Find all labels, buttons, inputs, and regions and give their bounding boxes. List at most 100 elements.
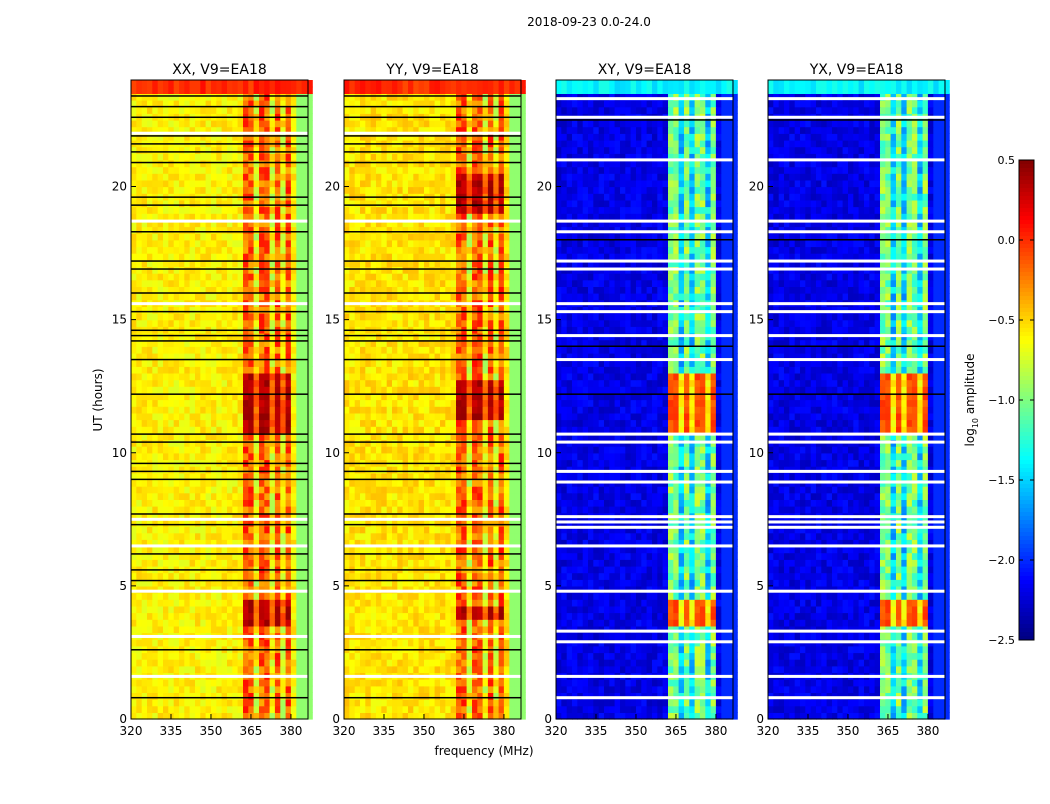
heatmap-cell	[275, 266, 281, 273]
heatmap-cell	[174, 313, 180, 320]
heatmap-cell	[179, 233, 185, 240]
heatmap-cell	[190, 93, 196, 100]
heatmap-cell	[280, 573, 286, 580]
heatmap-cell	[264, 173, 270, 180]
heatmap-cell	[222, 420, 228, 427]
heatmap-cell	[131, 479, 137, 486]
heatmap-cell	[222, 153, 228, 160]
heatmap-cell	[270, 706, 276, 713]
heatmap-cell	[168, 479, 174, 486]
heatmap-cell	[227, 406, 233, 413]
heatmap-cell	[211, 453, 217, 460]
heatmap-cell	[467, 453, 473, 460]
heatmap-cell	[472, 446, 478, 453]
heatmap-cell	[254, 406, 260, 413]
heatmap-cell	[142, 346, 148, 353]
heatmap-cell	[190, 386, 196, 393]
heatmap-cell	[429, 446, 435, 453]
heatmap-cell	[392, 599, 398, 606]
heatmap-cell	[440, 413, 446, 420]
heatmap-cell	[435, 573, 441, 580]
heatmap-cell	[387, 499, 393, 506]
heatmap-cell	[387, 619, 393, 626]
heatmap-cell	[264, 147, 270, 154]
heatmap-cell	[461, 400, 467, 407]
heatmap-cell	[174, 226, 180, 233]
heatmap-cell	[232, 626, 238, 633]
heatmap-cell	[227, 293, 233, 300]
heatmap-cell	[152, 253, 158, 260]
heatmap-cell	[280, 366, 286, 373]
heatmap-cell	[227, 87, 233, 94]
heatmap-cell	[397, 413, 403, 420]
heatmap-cell	[440, 420, 446, 427]
heatmap-cell	[254, 87, 260, 94]
heatmap-cell	[152, 446, 158, 453]
heatmap-cell	[429, 420, 435, 427]
heatmap-cell	[419, 400, 425, 407]
heatmap-cell	[435, 706, 441, 713]
heatmap-cell	[152, 107, 158, 114]
heatmap-cell	[264, 479, 270, 486]
heatmap-cell	[344, 639, 350, 646]
heatmap-cell	[131, 160, 137, 167]
heatmap-cell	[456, 706, 462, 713]
heatmap-cell	[467, 493, 473, 500]
heatmap-cell	[424, 400, 430, 407]
heatmap-cell	[158, 439, 164, 446]
heatmap-cell	[227, 400, 233, 407]
heatmap-cell	[403, 420, 409, 427]
heatmap-cell	[296, 420, 302, 427]
heatmap-cell	[493, 699, 499, 706]
heatmap-cell	[174, 200, 180, 207]
heatmap-cell	[227, 659, 233, 666]
heatmap-cell	[259, 187, 265, 194]
heatmap-cell	[270, 226, 276, 233]
heatmap-cell	[243, 400, 249, 407]
heatmap-cell	[296, 273, 302, 280]
heatmap-cell	[302, 346, 308, 353]
heatmap-cell	[200, 240, 206, 247]
heatmap-cell	[232, 692, 238, 699]
heatmap-cell	[264, 333, 270, 340]
heatmap-cell	[371, 699, 377, 706]
heatmap-cell	[158, 373, 164, 380]
heatmap-cell	[451, 599, 457, 606]
heatmap-cell	[142, 147, 148, 154]
heatmap-cell	[504, 613, 510, 620]
heatmap-cell	[413, 479, 419, 486]
heatmap-cell	[270, 666, 276, 673]
heatmap-cell	[248, 639, 254, 646]
heatmap-cell	[270, 506, 276, 513]
heatmap-cell	[286, 366, 292, 373]
heatmap-cell	[259, 599, 265, 606]
heatmap-cell	[381, 486, 387, 493]
heatmap-cell	[515, 679, 521, 686]
heatmap-cells	[344, 80, 526, 720]
heatmap-cell	[429, 686, 435, 693]
heatmap-cell	[264, 87, 270, 94]
heatmap-cell	[131, 213, 137, 220]
heatmap-cell	[200, 200, 206, 207]
heatmap-cell	[142, 593, 148, 600]
heatmap-cell	[222, 266, 228, 273]
heatmap-cell	[381, 692, 387, 699]
heatmap-cell	[184, 652, 190, 659]
heatmap-cell	[270, 659, 276, 666]
heatmap-cell	[174, 400, 180, 407]
flagged-row-black	[131, 204, 308, 206]
heatmap-cell	[504, 666, 510, 673]
heatmap-cell	[142, 380, 148, 387]
heatmap-cell	[499, 493, 505, 500]
heatmap-cell	[461, 599, 467, 606]
heatmap-cell	[147, 187, 153, 194]
heatmap-cell	[131, 573, 137, 580]
heatmap-cell	[190, 233, 196, 240]
heatmap-cell	[238, 380, 244, 387]
heatmap-cell	[147, 599, 153, 606]
heatmap-cell	[515, 466, 521, 473]
heatmap-cell	[376, 706, 382, 713]
heatmap-cell	[136, 253, 142, 260]
heatmap-cell	[440, 493, 446, 500]
heatmap-cell	[275, 180, 281, 187]
